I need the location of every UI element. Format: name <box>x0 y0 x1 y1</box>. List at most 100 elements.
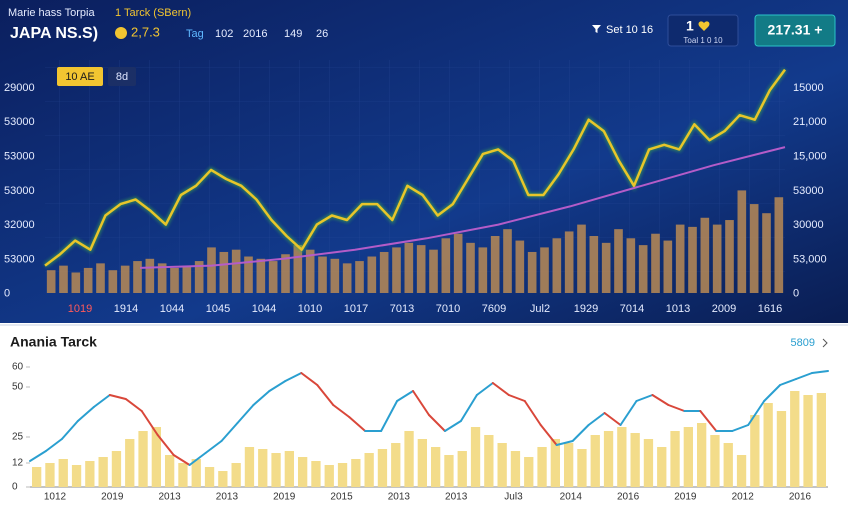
line-segment <box>811 370 829 374</box>
app-name: Marie hass Torpia <box>8 7 95 19</box>
bar <box>244 447 255 487</box>
line-segment <box>332 404 351 418</box>
volume-bar <box>762 213 771 293</box>
y-axis-label: 53000 <box>4 253 35 265</box>
line-segment <box>172 454 191 466</box>
legend-chip[interactable] <box>57 67 103 86</box>
bar <box>297 457 308 487</box>
tab[interactable]: 26 <box>316 28 328 40</box>
line-segment <box>428 414 446 432</box>
volume-bar <box>231 249 241 293</box>
volume-bar <box>207 247 216 293</box>
bar <box>510 451 521 487</box>
bar <box>191 459 201 487</box>
legend-chip[interactable] <box>108 67 136 86</box>
bar <box>351 459 361 487</box>
volume-bar <box>342 263 352 293</box>
tab[interactable]: Tag <box>186 28 204 40</box>
bar <box>58 459 68 487</box>
line-segment <box>108 394 127 400</box>
volume-bar <box>453 233 463 293</box>
bottom-link[interactable]: 5809 <box>791 337 815 349</box>
bar <box>710 435 720 487</box>
bar <box>537 447 547 487</box>
bar <box>550 439 561 487</box>
line-segment <box>140 410 159 436</box>
line-segment <box>380 400 399 432</box>
volume-bar <box>355 261 364 293</box>
bar <box>151 427 162 487</box>
volume-bar <box>466 242 475 293</box>
volume-bar <box>379 251 389 293</box>
line-segment <box>252 390 271 406</box>
bar <box>218 471 228 487</box>
x-axis-label: 1616 <box>758 303 782 315</box>
bar <box>231 463 241 487</box>
x-axis-label: 1044 <box>160 303 184 315</box>
bar <box>391 443 401 487</box>
volume-bar <box>527 251 537 293</box>
quote-button[interactable] <box>754 14 836 47</box>
x-axis-label: 1012 <box>44 492 67 503</box>
tab[interactable]: 102 <box>215 28 233 40</box>
bar <box>497 443 507 487</box>
volume-bar <box>157 263 167 293</box>
badge: 1 Tarck (SBern) <box>115 7 191 19</box>
x-axis-label: 7014 <box>620 303 644 315</box>
bar <box>524 457 534 487</box>
volume-bar <box>281 254 290 293</box>
line-segment <box>779 378 798 386</box>
x-axis-label: 2019 <box>101 492 124 503</box>
x-axis-label: 2013 <box>445 492 468 503</box>
volume-bar <box>133 261 142 293</box>
x-axis-label: 2019 <box>273 492 296 503</box>
volume-bar <box>663 240 673 293</box>
x-axis-label: 1045 <box>206 303 230 315</box>
line-segment <box>284 372 303 382</box>
volume-bar <box>71 272 81 293</box>
line-segment <box>507 394 526 402</box>
volume-bar <box>182 265 192 293</box>
volume-bar <box>490 236 500 293</box>
tabs: Tag 102 2016 149 26 <box>186 28 328 40</box>
counter-box[interactable] <box>667 14 739 47</box>
x-axis-label: 2013 <box>216 492 239 503</box>
bar <box>311 461 321 487</box>
filter[interactable]: Set 10 16 <box>606 24 653 36</box>
line-segment <box>619 400 638 426</box>
bar <box>470 427 481 487</box>
volume-bar <box>540 247 549 293</box>
bar <box>164 455 175 487</box>
filter-icon <box>592 25 601 33</box>
y-tick-label: 12 <box>12 458 24 469</box>
bar <box>178 463 188 487</box>
y2-axis-label: 0 <box>793 288 799 300</box>
bottom-title: Anania Tarck <box>10 334 97 350</box>
line-segment <box>220 422 239 442</box>
volume-bar <box>256 258 266 293</box>
y-axis-label: 53000 <box>4 116 35 128</box>
bar <box>204 467 215 487</box>
line-segment <box>76 406 95 422</box>
volume-bar <box>392 247 401 293</box>
bar <box>71 465 82 487</box>
bar <box>630 433 640 487</box>
line-segment <box>60 420 79 440</box>
line-segment <box>300 372 319 386</box>
volume-bar <box>416 245 426 293</box>
bar <box>750 415 760 487</box>
counter-sub: Toal 1 0 10 <box>683 36 723 45</box>
bar <box>444 455 454 487</box>
y-axis-label: 32000 <box>4 219 35 231</box>
x-axis-label: 7010 <box>436 303 460 315</box>
line-segment <box>603 412 622 426</box>
line-segment <box>523 400 542 426</box>
x-axis-label: 2019 <box>674 492 697 503</box>
bar <box>736 455 747 487</box>
volume-bar <box>268 261 278 293</box>
tab[interactable]: 2016 <box>243 28 267 40</box>
tab[interactable]: 149 <box>284 28 302 40</box>
y2-axis-label: 21,000 <box>793 116 827 128</box>
x-axis-label: Jul3 <box>504 492 523 503</box>
